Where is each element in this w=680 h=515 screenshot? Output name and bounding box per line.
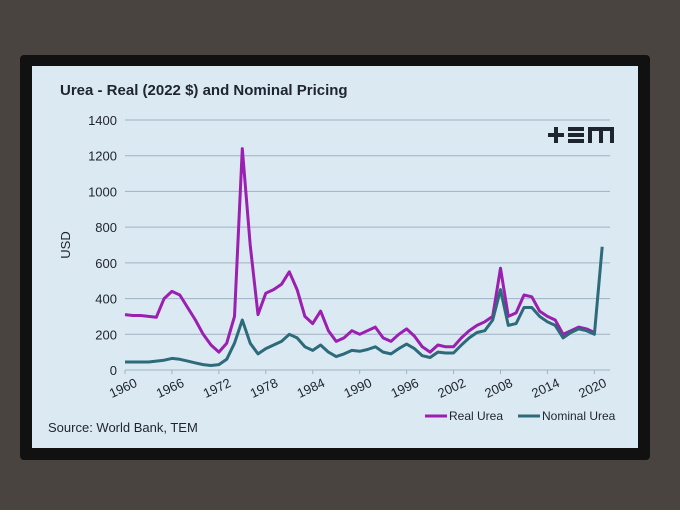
chart-title: Urea - Real (2022 $) and Nominal Pricing [60,82,348,99]
source: Source: World Bank, TEM [48,420,198,435]
y-tick-label: 0 [110,363,117,378]
y-tick-label: 800 [95,220,117,235]
legend-label: Real Urea [449,409,503,423]
y-tick-label: 1000 [88,184,117,199]
y-tick-label: 600 [95,256,117,271]
y-tick-label: 200 [95,327,117,342]
y-tick-label: 1400 [88,113,117,128]
y-tick-label: 1200 [88,149,117,164]
screen [32,66,638,448]
logo [548,127,614,143]
series-line [125,246,604,367]
y-axis-label: USD [58,231,73,258]
series-line [124,147,596,354]
legend-label: Nominal Urea [542,409,616,423]
y-tick-label: 400 [95,292,117,307]
